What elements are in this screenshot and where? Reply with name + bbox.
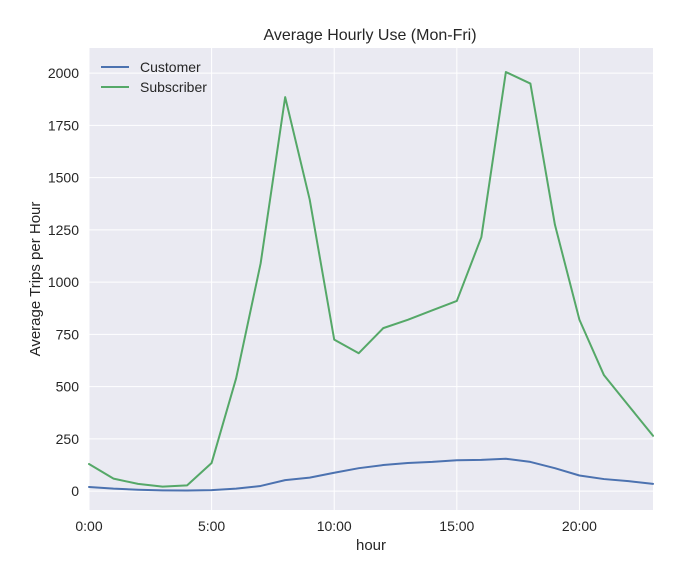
y-tick-label: 1000 — [48, 274, 79, 290]
grid — [88, 48, 653, 510]
x-tick-label: 0:00 — [75, 518, 102, 534]
y-tick-label: 1750 — [48, 117, 79, 133]
legend: Customer Subscriber — [101, 59, 207, 95]
series-line-subscriber — [88, 71, 654, 488]
y-tick-label: 750 — [56, 326, 80, 342]
legend-label-customer: Customer — [140, 59, 201, 75]
x-tick-label: 15:00 — [439, 518, 474, 534]
series-line-customer — [88, 457, 654, 492]
series-layer — [88, 71, 654, 492]
x-tick-label: 20:00 — [562, 518, 597, 534]
legend-label-subscriber: Subscriber — [140, 79, 207, 95]
y-axis-label: Average Trips per Hour — [27, 202, 44, 357]
y-tick-label: 1250 — [48, 222, 79, 238]
y-tick-label: 0 — [71, 483, 79, 499]
x-tick-label: 10:00 — [317, 518, 352, 534]
y-tick-label: 500 — [56, 379, 80, 395]
y-tick-label: 2000 — [48, 65, 79, 81]
y-tick-label: 1500 — [48, 170, 79, 186]
x-tick-label: 5:00 — [198, 518, 225, 534]
y-tick-label: 250 — [56, 431, 80, 447]
chart-title: Average Hourly Use (Mon-Fri) — [263, 27, 476, 44]
x-axis-ticks: 0:00 5:00 10:00 15:00 20:00 — [75, 518, 597, 534]
x-axis-label: hour — [356, 537, 386, 554]
y-axis-ticks: 0 250 500 750 1000 1250 1500 1750 2000 — [48, 65, 79, 499]
